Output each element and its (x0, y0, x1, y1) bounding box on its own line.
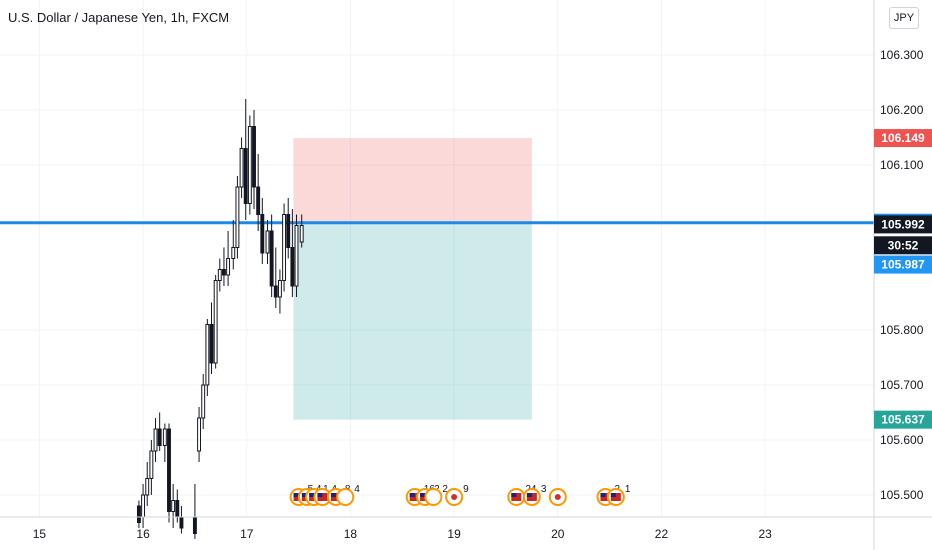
candle-body (209, 324, 214, 364)
take-profit-zone[interactable] (293, 222, 532, 420)
price-tick-label: 105.800 (880, 323, 924, 337)
currency-button[interactable]: JPY (889, 7, 919, 29)
event-marker[interactable]: 2 (424, 484, 448, 506)
candle-body (256, 186, 261, 215)
price-axis-badge (874, 410, 932, 429)
candle-body (201, 384, 206, 419)
time-tick-label: 19 (447, 527, 461, 541)
price-tick-label: 106.100 (880, 158, 924, 172)
price-tick-label: 105.600 (880, 433, 924, 447)
price-tick-label: 106.300 (880, 48, 924, 62)
candle-body (252, 126, 256, 188)
candle-body (282, 214, 287, 281)
candle-body (239, 148, 244, 188)
price-axis-badge (874, 236, 932, 255)
price-axis-badge-label: 106.149 (881, 131, 925, 145)
price-axis-badge-label: 105.992 (881, 217, 925, 231)
event-marker[interactable]: 9 (445, 484, 469, 506)
stop-loss-zone[interactable] (293, 138, 532, 223)
time-tick-label: 17 (240, 527, 254, 541)
price-axis-badge (874, 129, 932, 148)
candle-body (149, 450, 154, 479)
svg-text:4: 4 (354, 484, 360, 495)
candle-body (136, 505, 141, 523)
svg-text:2: 2 (442, 484, 448, 495)
candle-body (290, 247, 295, 287)
price-tick-label: 106.200 (880, 103, 924, 117)
candle-body (247, 126, 252, 204)
candle-body (243, 148, 248, 204)
candle-body (294, 225, 299, 287)
chart-title: U.S. Dollar / Japanese Yen, 1h, FXCM (8, 10, 230, 25)
price-axis-badge-label: 105.637 (881, 413, 925, 427)
svg-text:9: 9 (463, 484, 469, 495)
event-marker[interactable]: 4 (336, 484, 360, 506)
candle-body (299, 225, 304, 243)
candle-body (269, 230, 274, 287)
candle-body (273, 285, 278, 298)
price-axis-badge-label: 105.987 (881, 258, 925, 272)
candle-body (197, 417, 202, 452)
candle-body (145, 478, 150, 496)
candle-body (213, 280, 218, 364)
candle-body (217, 269, 222, 281)
svg-text:1: 1 (625, 484, 631, 495)
candle-body (286, 214, 291, 248)
price-tick-label: 105.500 (880, 488, 924, 502)
price-tick-label: 105.700 (880, 378, 924, 392)
time-tick-label: 15 (33, 527, 47, 541)
time-tick-label: 22 (655, 527, 669, 541)
price-axis-badge (874, 255, 932, 274)
price-axis-badge (874, 215, 932, 234)
candle-body (162, 428, 167, 446)
candle-body (192, 516, 197, 534)
time-tick-label: 16 (136, 527, 150, 541)
price-axis-badge-label: 30:52 (888, 238, 919, 252)
candle-body (235, 186, 240, 248)
event-marker[interactable]: 3 (522, 484, 547, 506)
candle-body (167, 428, 171, 512)
candle-body (179, 516, 184, 529)
candle-body (175, 500, 180, 518)
candle-body (153, 428, 158, 452)
candle-body (221, 269, 226, 276)
candle-body (141, 494, 146, 518)
time-tick-label: 18 (344, 527, 358, 541)
candle-body (231, 247, 236, 259)
candle-body (277, 280, 282, 298)
candle-body (171, 500, 176, 512)
candle-body (226, 258, 231, 276)
candle-body (205, 324, 210, 386)
event-marker[interactable] (548, 488, 567, 506)
event-marker[interactable]: 1 (606, 484, 631, 506)
time-tick-label: 23 (758, 527, 772, 541)
candle-body (157, 428, 162, 446)
svg-text:3: 3 (541, 484, 547, 495)
time-tick-label: 20 (551, 527, 565, 541)
candle-body (265, 230, 270, 254)
candle-body (260, 214, 265, 254)
